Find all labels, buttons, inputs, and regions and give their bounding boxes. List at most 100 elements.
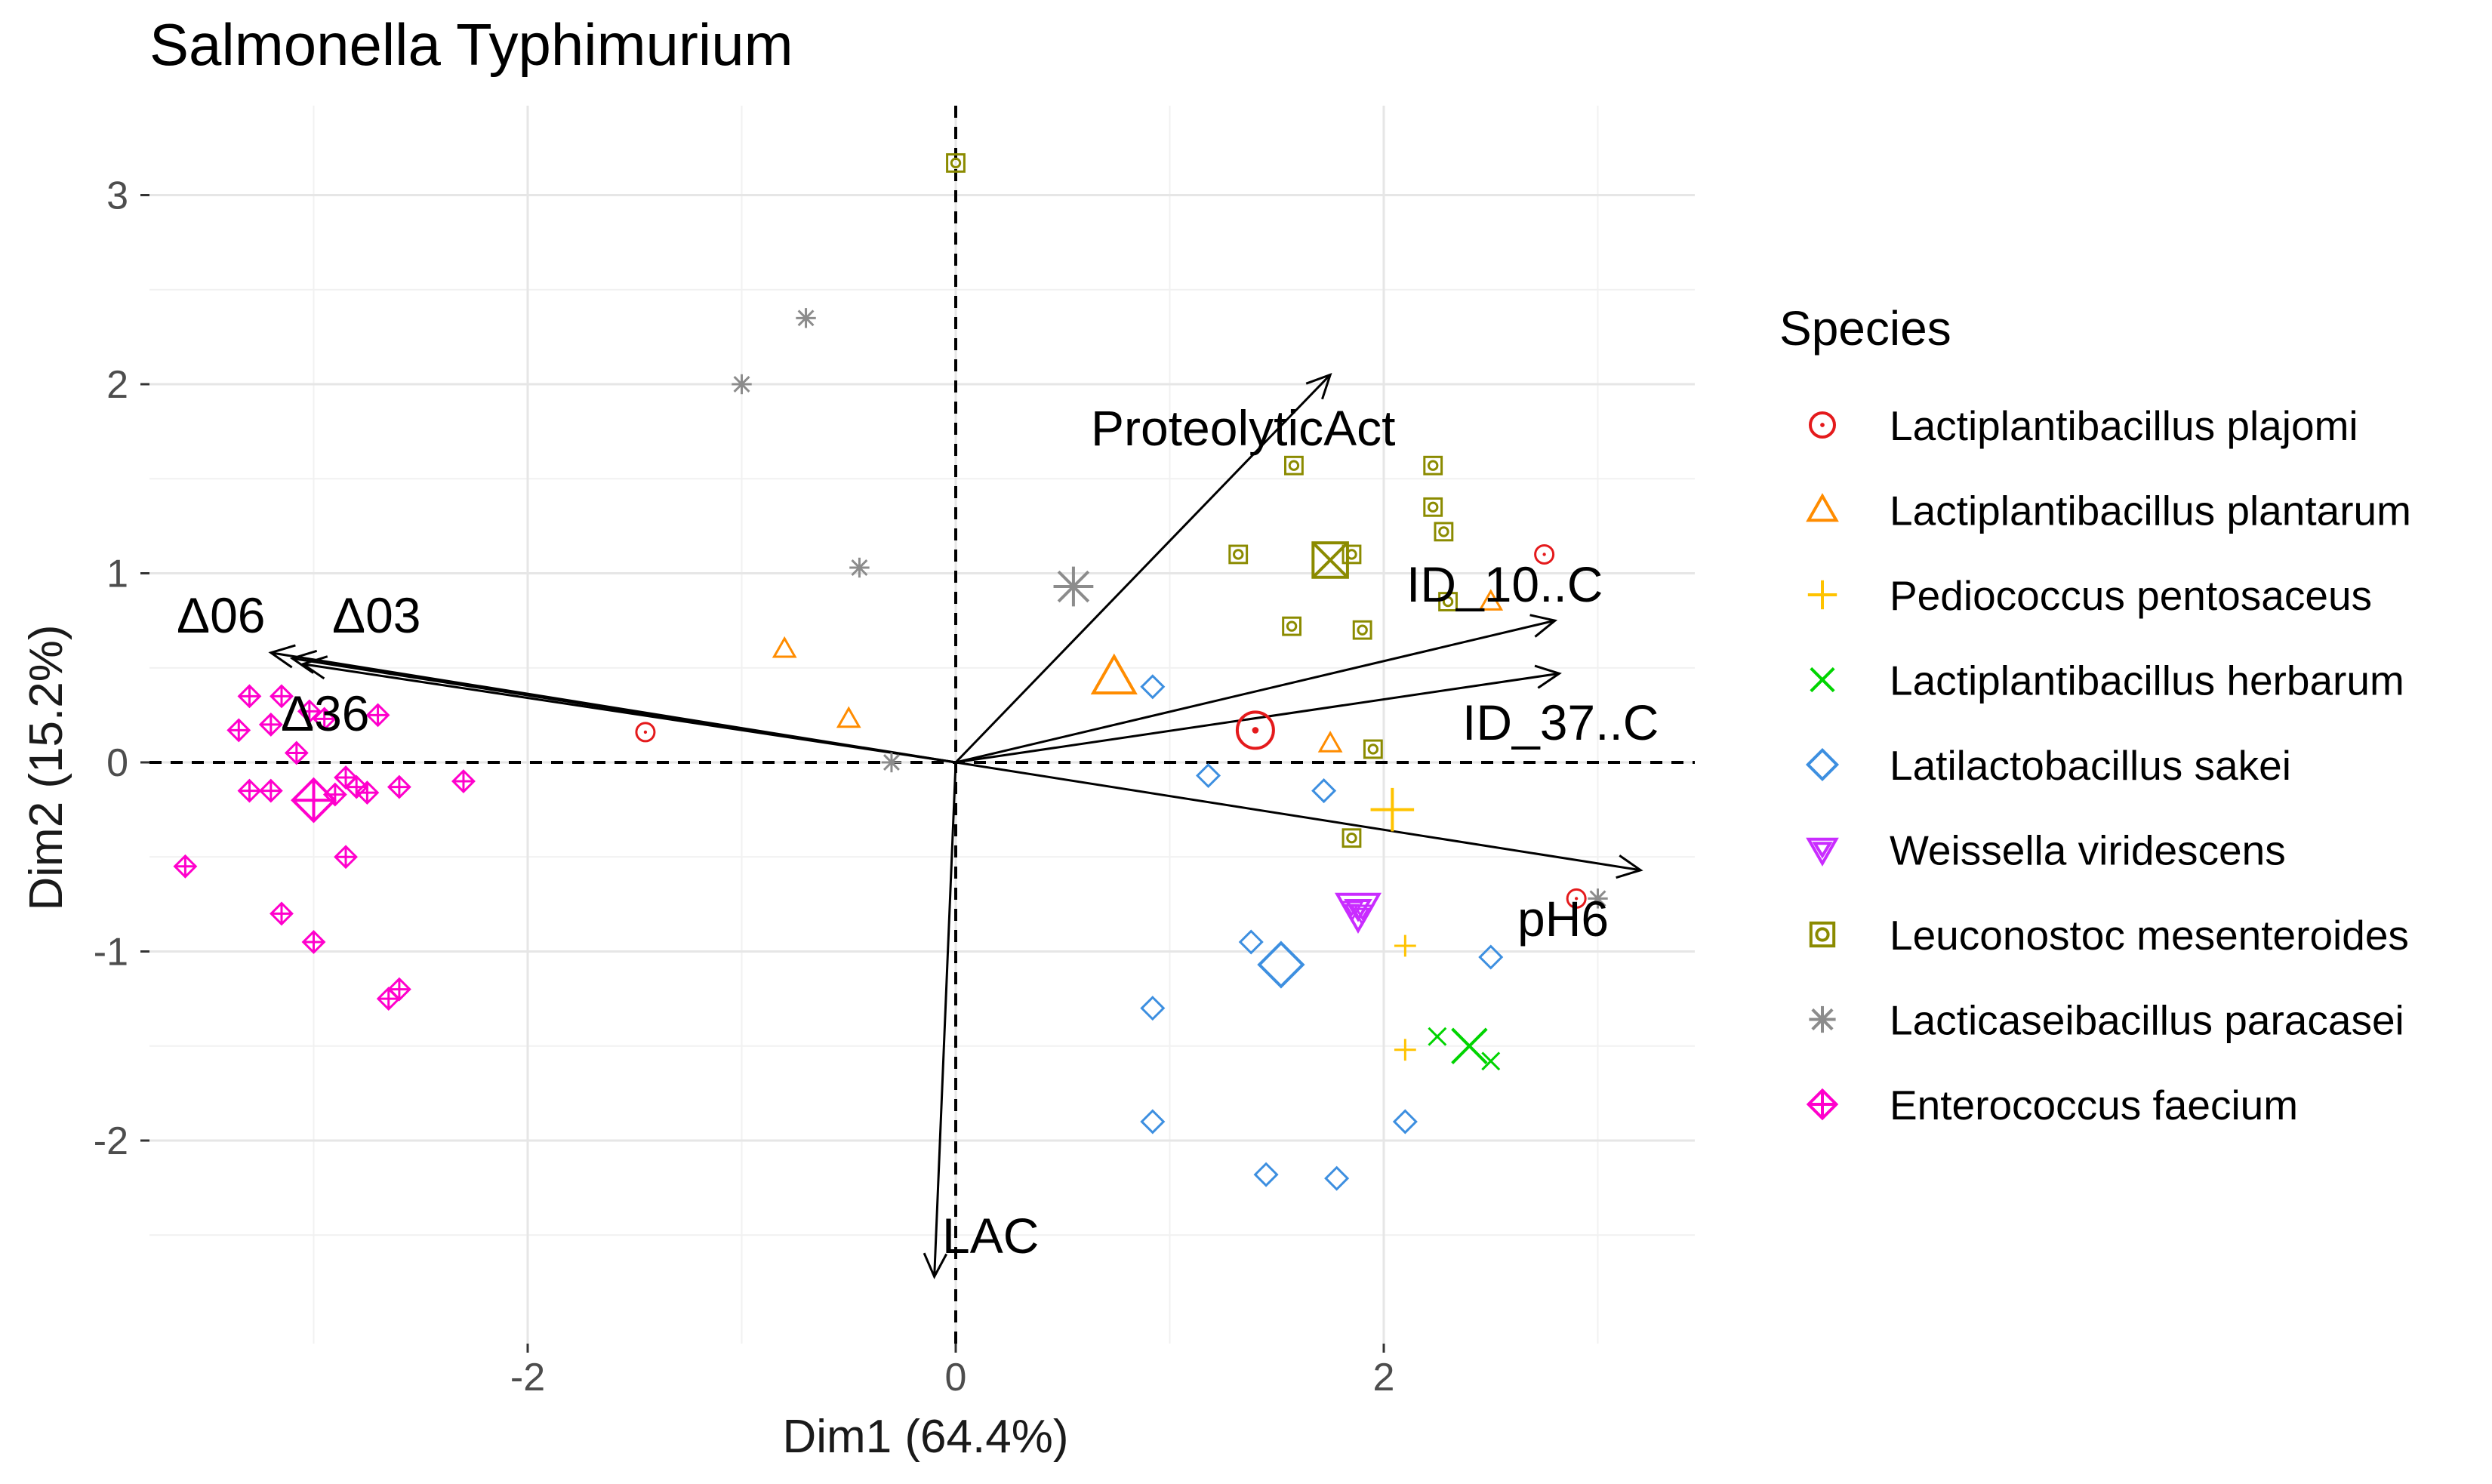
series-centroid [1451,1027,1488,1064]
legend-key [1809,1005,1836,1033]
variable-label: ProteolyticAct [1091,400,1395,456]
data-point [1588,888,1608,909]
data-point [732,374,752,395]
legend-label: Pediococcus pentosaceus [1890,572,2372,619]
data-point [451,769,476,793]
data-point [297,699,322,724]
data-point [881,752,902,773]
y-tick-label: 0 [106,741,128,785]
x-tick-label: -2 [510,1356,545,1399]
variable-arrow [300,655,956,764]
legend-entry: Lactiplantibacillus plantarum [1806,488,2411,534]
data-point [1394,934,1416,957]
legend-key [1806,1088,1839,1121]
variable-arrow [268,644,956,764]
data-point [1140,996,1166,1021]
legend-entry: Weissella viridescens [1806,827,2286,874]
variable-arrow [923,762,957,1279]
data-point [1478,944,1504,970]
y-tick-label: 3 [106,174,128,218]
legend-label: Lacticaseibacillus paracasei [1890,997,2404,1044]
data-point [1434,522,1454,542]
series-7 [732,308,1608,909]
axes: -2 0 2 -2 -1 0 1 2 3 [94,174,1395,1400]
y-tick-label: -1 [94,931,128,974]
legend-entry: Lactiplantibacillus herbarum [1810,657,2404,704]
data-point [301,930,326,954]
legend-label: Lactiplantibacillus herbarum [1890,657,2404,704]
variable-label: ID_10..C [1406,556,1603,612]
y-axis-title: Dim2 (15.2%) [20,625,72,911]
data-point [237,684,262,709]
legend-label: Lactiplantibacillus plajomi [1890,402,2358,449]
variable-label: pH6 [1517,891,1609,947]
variable-arrow [955,664,1562,764]
x-axis-title: Dim1 (64.4%) [783,1411,1069,1463]
data-point [258,778,283,803]
data-point [376,987,401,1011]
variable-arrow [954,372,1332,764]
data-point [387,977,411,1002]
legend-key [1807,580,1837,610]
data-point [1140,674,1166,700]
data-point [1238,929,1264,955]
variable-label: Δ06 [177,587,266,643]
data-point [1282,616,1301,636]
y-tick-label: 1 [106,553,128,596]
data-point [1324,1165,1350,1191]
variable-label: ID_37..C [1462,694,1659,750]
data-point [635,722,656,743]
data-point [284,740,309,765]
variable-arrow [955,614,1558,764]
data-point [1228,544,1249,565]
data-point [173,854,198,879]
data-point [1423,455,1443,476]
series-centroid [1053,566,1094,607]
data-point [1478,589,1504,611]
data-point [849,557,870,578]
series-3 [1428,1027,1501,1071]
data-points [173,153,1608,1191]
data-point [796,308,816,328]
data-point [1534,543,1555,565]
data-point [334,765,358,790]
legend-title: Species [1779,301,1951,356]
variable-arrow [955,761,1643,879]
data-point [1311,778,1337,804]
legend-label: Enterococcus faecium [1890,1082,2298,1128]
data-point [772,636,797,658]
legend-key [1809,411,1836,439]
legend-label: Leuconostoc mesenteroides [1890,912,2409,959]
legend-key [1806,837,1839,867]
x-tick-label: 2 [1373,1356,1395,1399]
data-point [946,153,966,173]
data-point [1423,497,1443,517]
data-point [1352,620,1372,640]
data-point [1253,1162,1279,1187]
data-point [312,707,337,731]
data-point [1196,763,1221,789]
data-point [365,703,390,728]
variable-arrows [268,372,1643,1279]
series-centroid [1257,941,1305,989]
legend-entry: Leuconostoc mesenteroides [1809,912,2409,959]
data-point [387,774,411,799]
data-point [1341,828,1362,848]
y-tick-label: 2 [106,363,128,407]
legend-key [1809,921,1836,948]
series-0 [635,543,1587,909]
data-point [1284,455,1304,476]
data-point [1438,592,1458,611]
legend-label: Lactiplantibacillus plantarum [1890,488,2411,534]
series-6 [946,153,1458,848]
grid [149,106,1695,1344]
data-point [1394,1039,1416,1061]
series-centroid [291,777,337,824]
legend-key [1810,667,1835,693]
variable-label: Δ03 [332,587,421,643]
data-point [1140,1109,1166,1135]
data-point [270,684,294,709]
legend: Species Lactiplantibacillus plajomi Lacti… [1779,301,2411,1128]
series-centroid [1311,541,1349,579]
